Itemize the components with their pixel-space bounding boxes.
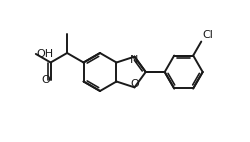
Text: OH: OH [37,49,54,59]
Text: Cl: Cl [202,30,213,40]
Text: N: N [130,55,139,65]
Text: O: O [130,79,139,89]
Text: O: O [41,75,50,85]
